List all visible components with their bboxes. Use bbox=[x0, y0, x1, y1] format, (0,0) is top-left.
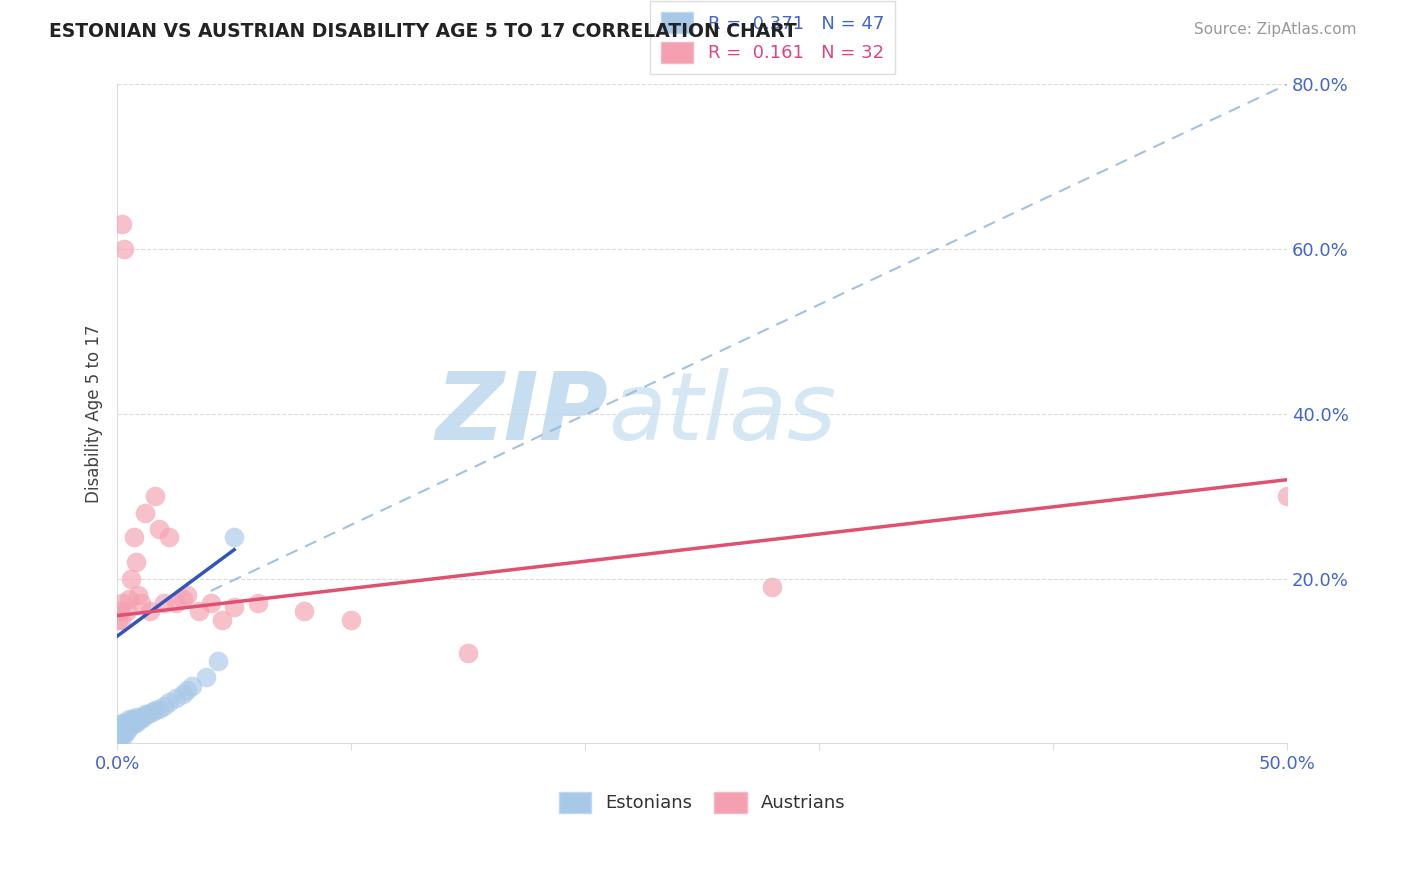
Point bbox=[112, 242, 135, 256]
Point bbox=[115, 604, 138, 618]
Point bbox=[115, 720, 138, 734]
Point bbox=[118, 712, 141, 726]
Point bbox=[136, 707, 159, 722]
Point bbox=[139, 604, 162, 618]
Point bbox=[127, 712, 149, 726]
Point bbox=[207, 654, 229, 668]
Text: Source: ZipAtlas.com: Source: ZipAtlas.com bbox=[1194, 22, 1357, 37]
Point bbox=[172, 687, 194, 701]
Point bbox=[172, 592, 194, 607]
Point bbox=[118, 715, 141, 730]
Point bbox=[110, 726, 132, 740]
Point bbox=[115, 715, 138, 730]
Point bbox=[129, 712, 152, 726]
Point bbox=[110, 613, 132, 627]
Point bbox=[111, 218, 134, 232]
Point bbox=[112, 715, 135, 730]
Point bbox=[224, 600, 246, 615]
Point bbox=[108, 604, 131, 618]
Point bbox=[224, 530, 246, 544]
Text: atlas: atlas bbox=[609, 368, 837, 459]
Point bbox=[157, 530, 180, 544]
Point bbox=[195, 670, 218, 684]
Point bbox=[122, 715, 145, 730]
Point bbox=[118, 720, 141, 734]
Point bbox=[107, 613, 129, 627]
Point bbox=[125, 715, 148, 730]
Point bbox=[148, 522, 170, 536]
Point bbox=[340, 613, 363, 627]
Point bbox=[107, 732, 129, 747]
Point bbox=[129, 596, 152, 610]
Point bbox=[181, 679, 204, 693]
Point bbox=[111, 596, 134, 610]
Point bbox=[153, 596, 176, 610]
Point bbox=[176, 682, 198, 697]
Point bbox=[122, 712, 145, 726]
Point bbox=[127, 588, 149, 602]
Point bbox=[157, 695, 180, 709]
Text: ZIP: ZIP bbox=[436, 368, 609, 460]
Point bbox=[292, 604, 315, 618]
Point bbox=[200, 596, 222, 610]
Point bbox=[153, 699, 176, 714]
Point bbox=[141, 705, 163, 719]
Point bbox=[176, 588, 198, 602]
Point bbox=[115, 723, 138, 738]
Point bbox=[108, 730, 131, 744]
Legend: Estonians, Austrians: Estonians, Austrians bbox=[551, 785, 853, 820]
Point bbox=[761, 580, 783, 594]
Point bbox=[111, 723, 134, 738]
Point bbox=[108, 723, 131, 738]
Point bbox=[132, 710, 155, 724]
Point bbox=[143, 703, 166, 717]
Point bbox=[120, 572, 142, 586]
Point bbox=[112, 728, 135, 742]
Point bbox=[112, 723, 135, 738]
Point bbox=[120, 718, 142, 732]
Point bbox=[111, 715, 134, 730]
Point bbox=[246, 596, 269, 610]
Point bbox=[125, 555, 148, 569]
Point bbox=[148, 701, 170, 715]
Point bbox=[134, 506, 156, 520]
Point bbox=[120, 713, 142, 727]
Point bbox=[125, 710, 148, 724]
Point bbox=[134, 707, 156, 722]
Point bbox=[122, 530, 145, 544]
Point bbox=[1275, 489, 1298, 503]
Point bbox=[143, 489, 166, 503]
Point bbox=[112, 720, 135, 734]
Point bbox=[165, 596, 187, 610]
Point bbox=[108, 728, 131, 742]
Point bbox=[111, 728, 134, 742]
Point bbox=[114, 722, 136, 736]
Text: ESTONIAN VS AUSTRIAN DISABILITY AGE 5 TO 17 CORRELATION CHART: ESTONIAN VS AUSTRIAN DISABILITY AGE 5 TO… bbox=[49, 22, 797, 41]
Point bbox=[211, 613, 233, 627]
Point bbox=[118, 592, 141, 607]
Y-axis label: Disability Age 5 to 17: Disability Age 5 to 17 bbox=[86, 325, 103, 503]
Point bbox=[110, 722, 132, 736]
Point bbox=[457, 646, 479, 660]
Point bbox=[165, 690, 187, 705]
Point bbox=[112, 723, 135, 738]
Point bbox=[188, 604, 211, 618]
Point bbox=[111, 720, 134, 734]
Point bbox=[108, 728, 131, 742]
Point bbox=[108, 726, 131, 740]
